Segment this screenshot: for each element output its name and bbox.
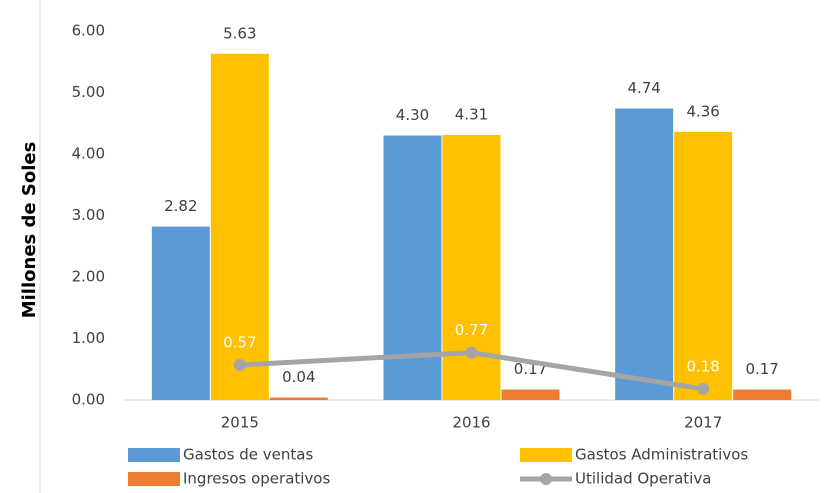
data-label: 5.63 [223,24,256,42]
x-tick-label: 2017 [684,414,722,432]
x-tick-label: 2016 [452,414,490,432]
bar [501,389,560,400]
legend-label: Gastos de ventas [183,446,313,464]
data-label: 0.04 [282,368,315,386]
legend-swatch [520,448,572,462]
y-tick-label: 5.00 [72,83,105,101]
data-label: 4.30 [396,106,429,124]
bar [674,131,733,401]
legend-swatch [128,448,180,462]
data-label: 4.36 [686,102,719,120]
legend-swatch [540,473,552,485]
data-label: 2.82 [164,197,197,215]
line-marker [233,358,246,371]
legend-label: Utilidad Operativa [575,470,711,488]
bar [151,226,210,400]
y-tick-label: 2.00 [72,268,105,286]
bar [615,108,674,401]
bar [269,397,328,400]
y-tick-label: 3.00 [72,206,105,224]
data-label: 4.31 [455,105,488,123]
data-label: 0.18 [686,357,719,375]
data-label: 0.17 [745,360,778,378]
y-tick-label: 4.00 [72,145,105,163]
line-marker [697,382,710,395]
legend-swatch [128,472,180,486]
y-tick-label: 1.00 [72,329,105,347]
x-tick-label: 2015 [221,414,259,432]
bar [210,53,269,400]
bar [733,389,792,400]
legend-label: Ingresos operativos [183,470,330,488]
line-marker [465,346,478,359]
legend-label: Gastos Administrativos [575,446,748,464]
data-label: 0.57 [223,333,256,351]
bar [383,135,442,401]
bar [442,134,501,400]
y-tick-label: 0.00 [72,391,105,409]
data-label: 4.74 [627,79,660,97]
y-tick-label: 6.00 [72,22,105,40]
data-label: 0.77 [455,321,488,339]
y-axis-label: Millones de Soles [19,142,40,319]
